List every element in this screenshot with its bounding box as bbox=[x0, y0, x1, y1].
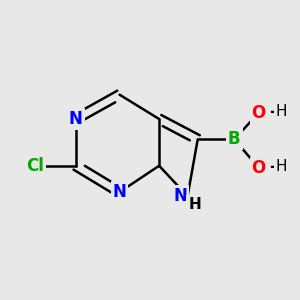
Text: N: N bbox=[69, 110, 83, 128]
Text: -: - bbox=[269, 103, 276, 121]
Text: H: H bbox=[275, 159, 287, 174]
Text: O: O bbox=[251, 159, 266, 177]
Text: -: - bbox=[269, 158, 276, 176]
Text: B: B bbox=[228, 130, 241, 148]
Text: Cl: Cl bbox=[26, 157, 44, 175]
Text: H: H bbox=[188, 197, 201, 212]
Text: H: H bbox=[275, 104, 287, 119]
Text: N: N bbox=[112, 183, 127, 201]
Text: N: N bbox=[173, 187, 188, 205]
Text: O: O bbox=[251, 104, 266, 122]
